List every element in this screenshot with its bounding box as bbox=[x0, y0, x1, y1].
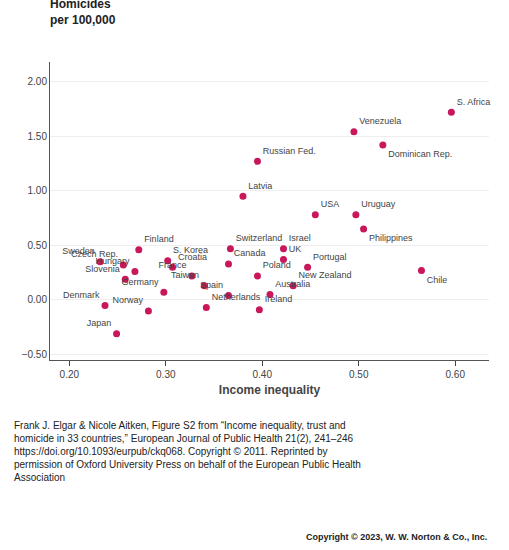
svg-text:0.60: 0.60 bbox=[445, 369, 465, 380]
svg-text:Russian Fed.: Russian Fed. bbox=[263, 146, 316, 156]
svg-text:Canada: Canada bbox=[234, 248, 266, 258]
svg-text:Latvia: Latvia bbox=[248, 181, 272, 191]
svg-text:Hungary: Hungary bbox=[96, 256, 131, 266]
svg-text:France: France bbox=[158, 260, 186, 270]
svg-text:1.50: 1.50 bbox=[28, 131, 48, 142]
svg-text:Switzerland: Switzerland bbox=[236, 233, 283, 243]
svg-text:Norway: Norway bbox=[113, 295, 144, 305]
svg-text:0.30: 0.30 bbox=[156, 369, 176, 380]
svg-text:Chile: Chile bbox=[427, 275, 448, 285]
svg-text:Uruguay: Uruguay bbox=[361, 199, 396, 209]
svg-text:Germany: Germany bbox=[121, 277, 159, 287]
svg-text:0.50: 0.50 bbox=[349, 369, 369, 380]
svg-text:Japan: Japan bbox=[87, 318, 112, 328]
svg-text:Sweden: Sweden bbox=[62, 246, 95, 256]
svg-text:Copyright © 2023, W. W. Norton: Copyright © 2023, W. W. Norton & Co., In… bbox=[306, 532, 487, 542]
svg-text:Income inequality: Income inequality bbox=[219, 383, 321, 397]
svg-text:Frank J. Elgar & Nicole Aitken: Frank J. Elgar & Nicole Aitken, Figure S… bbox=[14, 420, 361, 483]
svg-text:0.40: 0.40 bbox=[253, 369, 273, 380]
svg-text:Poland: Poland bbox=[263, 260, 291, 270]
svg-text:Homicidesper 100,000: Homicidesper 100,000 bbox=[50, 0, 116, 27]
svg-text:Philippines: Philippines bbox=[369, 233, 413, 243]
svg-text:UK: UK bbox=[289, 244, 302, 254]
svg-text:1.00: 1.00 bbox=[28, 185, 48, 196]
svg-text:Finland: Finland bbox=[144, 234, 174, 244]
svg-text:Portugal: Portugal bbox=[313, 252, 347, 262]
svg-text:Croatia: Croatia bbox=[178, 252, 207, 262]
svg-text:−0.50: −0.50 bbox=[22, 349, 48, 360]
svg-text:USA: USA bbox=[321, 199, 340, 209]
svg-text:New Zealand: New Zealand bbox=[299, 270, 352, 280]
svg-text:Ireland: Ireland bbox=[265, 294, 293, 304]
svg-text:Slovenia: Slovenia bbox=[85, 264, 120, 274]
svg-text:Denmark: Denmark bbox=[63, 290, 100, 300]
svg-text:2.00: 2.00 bbox=[28, 76, 48, 87]
svg-text:0.50: 0.50 bbox=[28, 240, 48, 251]
svg-text:Venezuela: Venezuela bbox=[359, 116, 401, 126]
svg-text:Netherlands: Netherlands bbox=[212, 292, 261, 302]
svg-text:S. Africa: S. Africa bbox=[457, 97, 491, 107]
svg-text:Dominican Rep.: Dominican Rep. bbox=[388, 149, 452, 159]
svg-text:0.20: 0.20 bbox=[60, 369, 80, 380]
svg-text:Czech Rep.: Czech Rep. bbox=[71, 249, 118, 259]
svg-text:Israel: Israel bbox=[289, 233, 311, 243]
svg-text:Australia: Australia bbox=[275, 279, 310, 289]
svg-text:Taiwan: Taiwan bbox=[171, 270, 199, 280]
svg-text:0.00: 0.00 bbox=[28, 294, 48, 305]
svg-text:S. Korea: S. Korea bbox=[173, 245, 208, 255]
svg-text:Spain: Spain bbox=[200, 280, 223, 290]
